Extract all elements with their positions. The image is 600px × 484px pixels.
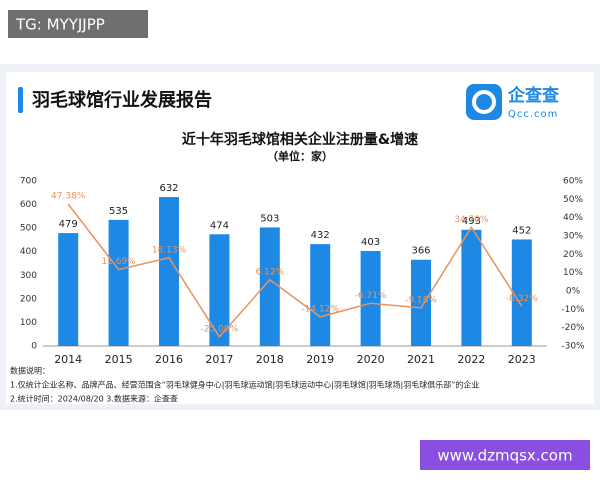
line-value-label: 6.12% [256, 267, 285, 277]
watermark-bottom: www.dzmqsx.com [437, 447, 572, 465]
note: 2.统计时间：2024/08/20 3.数据来源：企查查 [10, 394, 178, 404]
bar [360, 251, 381, 346]
y-tick-label: 100 [20, 318, 37, 328]
note: 1.仅统计企业名称、品牌产品、经营范围含“羽毛球健身中心|羽毛球运动馆|羽毛球运… [10, 380, 479, 390]
line-value-label: -9.18% [405, 295, 437, 305]
x-tick-label: 2016 [155, 353, 183, 366]
watermark-bottom-box [420, 440, 590, 470]
x-tick-label: 2020 [357, 353, 385, 366]
bar-value-label: 479 [59, 219, 78, 230]
y2-tick-label: 20% [563, 250, 583, 260]
y2-tick-label: 60% [563, 177, 583, 187]
y2-tick-label: 30% [563, 232, 583, 242]
y2-tick-label: -30% [561, 342, 585, 352]
line-value-label: -14.12% [301, 304, 339, 314]
line-value-label: -6.71% [355, 291, 387, 301]
y2-tick-label: 0% [566, 287, 581, 297]
bar-value-label: 493 [462, 216, 481, 227]
logo-ring [472, 90, 496, 114]
bar [461, 229, 482, 346]
line-value-label: -8.32% [506, 294, 538, 304]
bar-value-label: 474 [210, 220, 229, 231]
bar [310, 244, 331, 346]
bar [159, 197, 179, 346]
y2-tick-label: 40% [563, 213, 583, 223]
y-tick-label: 700 [20, 177, 37, 187]
y-tick-label: 600 [20, 200, 37, 210]
x-tick-label: 2022 [457, 353, 485, 366]
line-value-label: 18.13% [152, 245, 187, 255]
y-tick-label: 400 [20, 247, 37, 257]
x-tick-label: 2019 [306, 353, 334, 366]
logo-domain: Qcc.com [508, 109, 558, 120]
x-tick-label: 2023 [508, 353, 536, 366]
logo-name: 企查查 [507, 85, 560, 106]
bar-value-label: 452 [512, 225, 531, 236]
line-value-label: -25.00% [201, 324, 239, 334]
y2-tick-label: -20% [561, 323, 585, 333]
bar [209, 234, 230, 346]
x-tick-label: 2021 [407, 353, 435, 366]
line-value-label: 34.70% [454, 215, 489, 225]
watermark-top: TG: MYYJJPP [15, 16, 105, 34]
bar [108, 219, 129, 346]
logo-icon [466, 84, 502, 120]
bar-value-label: 403 [361, 237, 380, 248]
bar-value-label: 632 [159, 183, 178, 194]
bar [58, 233, 79, 346]
card [6, 72, 594, 404]
x-tick-label: 2014 [54, 353, 82, 366]
bar-value-label: 503 [260, 213, 279, 224]
bar-value-label: 366 [411, 246, 430, 257]
note: 数据说明： [10, 366, 50, 376]
y2-tick-label: 50% [563, 195, 583, 205]
header-title: 羽毛球馆行业发展报告 [32, 89, 212, 111]
y-tick-label: 300 [20, 271, 37, 281]
x-tick-label: 2017 [205, 353, 233, 366]
y2-tick-label: 10% [563, 268, 583, 278]
growth-line [67, 203, 523, 339]
y-tick-label: 200 [20, 294, 37, 304]
bar-value-label: 432 [311, 230, 330, 241]
watermark-top-box [8, 10, 148, 38]
header-accent [18, 87, 23, 113]
bar [411, 259, 431, 346]
line-value-label: 11.69% [101, 257, 136, 267]
x-tick-label: 2015 [105, 353, 133, 366]
line-value-label: 47.38% [51, 192, 86, 202]
y2-tick-label: -10% [561, 305, 585, 315]
y-tick-label: 500 [20, 224, 37, 234]
bar-value-label: 535 [109, 206, 128, 217]
bar [259, 227, 280, 346]
x-tick-label: 2018 [256, 353, 284, 366]
chart-subtitle: （单位：家） [267, 149, 333, 163]
chart-title: 近十年羽毛球馆相关企业注册量&增速 [182, 131, 418, 148]
bar [511, 239, 532, 346]
y-tick-label: 0 [31, 342, 37, 352]
